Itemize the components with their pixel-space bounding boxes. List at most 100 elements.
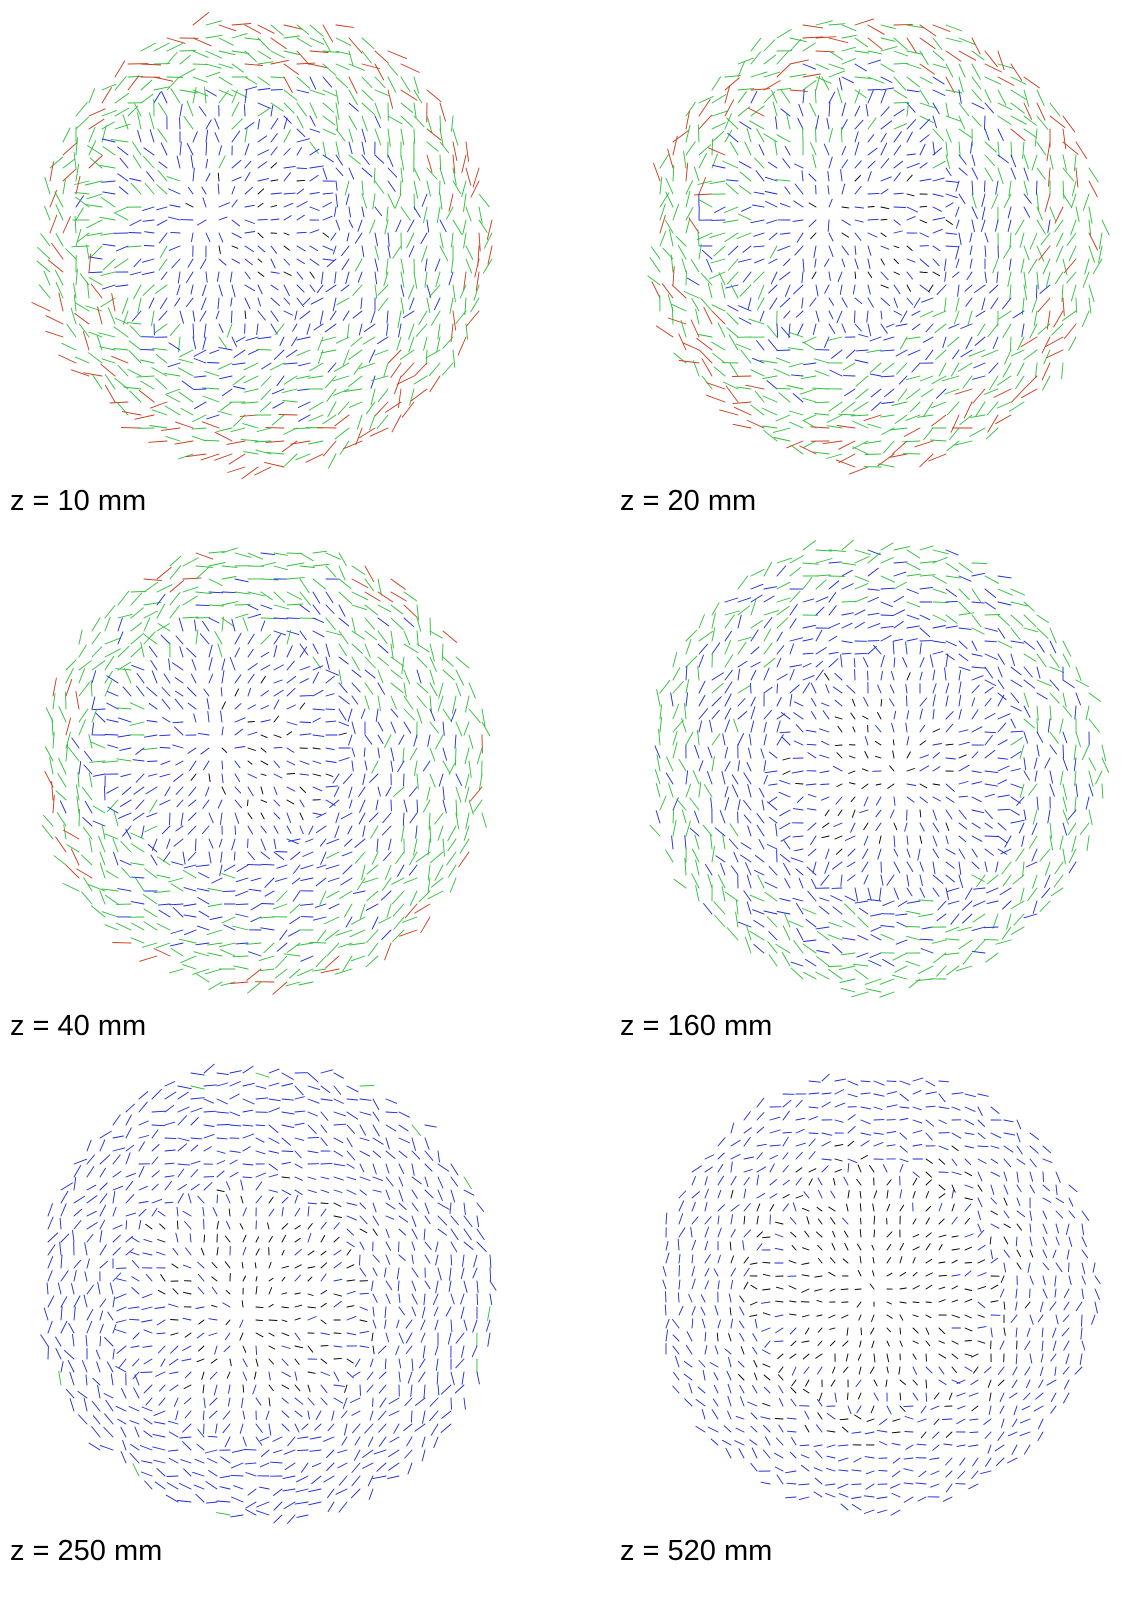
vector xyxy=(991,1107,999,1114)
vector xyxy=(365,1424,373,1433)
vector xyxy=(965,1120,974,1125)
vector xyxy=(920,672,922,680)
vector xyxy=(197,220,206,225)
vector xyxy=(234,387,245,390)
vector xyxy=(269,1083,279,1086)
vector xyxy=(373,1216,379,1225)
vector xyxy=(367,891,378,901)
vector xyxy=(985,628,997,631)
vector xyxy=(336,337,349,343)
vector xyxy=(154,1422,165,1424)
vector xyxy=(881,543,893,550)
vector xyxy=(780,780,790,784)
vector xyxy=(287,705,295,709)
vector xyxy=(399,1138,410,1143)
vector xyxy=(79,720,85,735)
vector xyxy=(972,628,984,634)
vector xyxy=(1000,888,1011,895)
vector xyxy=(1087,836,1089,851)
vector xyxy=(441,1385,451,1394)
vector xyxy=(835,1170,842,1172)
vector xyxy=(972,823,980,828)
vector xyxy=(300,644,308,655)
vector xyxy=(981,220,985,231)
vector xyxy=(87,1234,93,1242)
vector xyxy=(1076,784,1078,797)
vector xyxy=(139,1209,146,1216)
vector xyxy=(453,220,462,234)
vector xyxy=(260,1463,269,1467)
vector xyxy=(271,163,277,168)
vector xyxy=(820,771,829,773)
vector xyxy=(660,231,666,246)
figure: z = 10 mmz = 20 mmz = 40 mmz = 160 mmz =… xyxy=(0,0,1140,1609)
vector xyxy=(185,1411,191,1418)
vector xyxy=(893,641,894,654)
vector xyxy=(177,800,183,807)
vector xyxy=(45,747,53,762)
vector xyxy=(443,337,453,348)
vector xyxy=(946,181,959,182)
vector xyxy=(978,1159,986,1164)
vector xyxy=(243,618,248,631)
vector xyxy=(666,178,673,194)
vector xyxy=(789,363,803,367)
vector xyxy=(114,207,128,213)
vector xyxy=(430,376,440,392)
vector xyxy=(295,1424,299,1432)
vector xyxy=(133,1359,139,1366)
vector xyxy=(136,748,144,754)
vector xyxy=(187,648,196,657)
vector xyxy=(295,1138,304,1140)
vector xyxy=(103,244,115,246)
vector xyxy=(412,1294,417,1304)
vector xyxy=(206,21,222,25)
vector xyxy=(84,878,92,891)
vector xyxy=(871,389,881,397)
vector xyxy=(56,1337,62,1346)
vector xyxy=(206,1482,217,1489)
vector xyxy=(939,1159,945,1164)
vector xyxy=(836,460,855,467)
vector xyxy=(183,578,201,579)
vector xyxy=(762,408,777,415)
vector xyxy=(751,697,755,706)
vector xyxy=(865,737,868,746)
vector xyxy=(972,207,977,219)
vector xyxy=(920,658,924,667)
vector xyxy=(300,774,309,775)
vector xyxy=(114,852,119,865)
vector xyxy=(894,51,908,56)
vector xyxy=(933,103,939,114)
vector xyxy=(60,801,66,813)
vector xyxy=(335,428,349,439)
vector xyxy=(208,363,219,364)
vector xyxy=(388,1476,400,1479)
vector xyxy=(327,943,339,956)
vector xyxy=(804,972,816,979)
vector xyxy=(972,667,985,668)
vector xyxy=(466,246,473,260)
vector xyxy=(399,1151,407,1158)
vector xyxy=(721,863,725,875)
vector xyxy=(920,119,930,129)
vector xyxy=(191,1138,202,1139)
vector xyxy=(410,813,417,823)
vector xyxy=(694,167,699,181)
vector xyxy=(982,298,985,310)
vector xyxy=(100,1311,103,1320)
vector xyxy=(451,1177,458,1186)
vector xyxy=(1067,272,1076,283)
vector xyxy=(900,1081,910,1085)
vector xyxy=(1021,259,1024,272)
vector xyxy=(195,1459,204,1463)
vector xyxy=(1076,680,1089,687)
vector xyxy=(310,175,318,181)
vector xyxy=(855,653,867,654)
vector xyxy=(360,1138,369,1141)
vector xyxy=(855,142,859,155)
vector xyxy=(837,311,842,323)
vector xyxy=(815,259,816,267)
vector xyxy=(833,687,842,693)
vector xyxy=(352,917,366,924)
